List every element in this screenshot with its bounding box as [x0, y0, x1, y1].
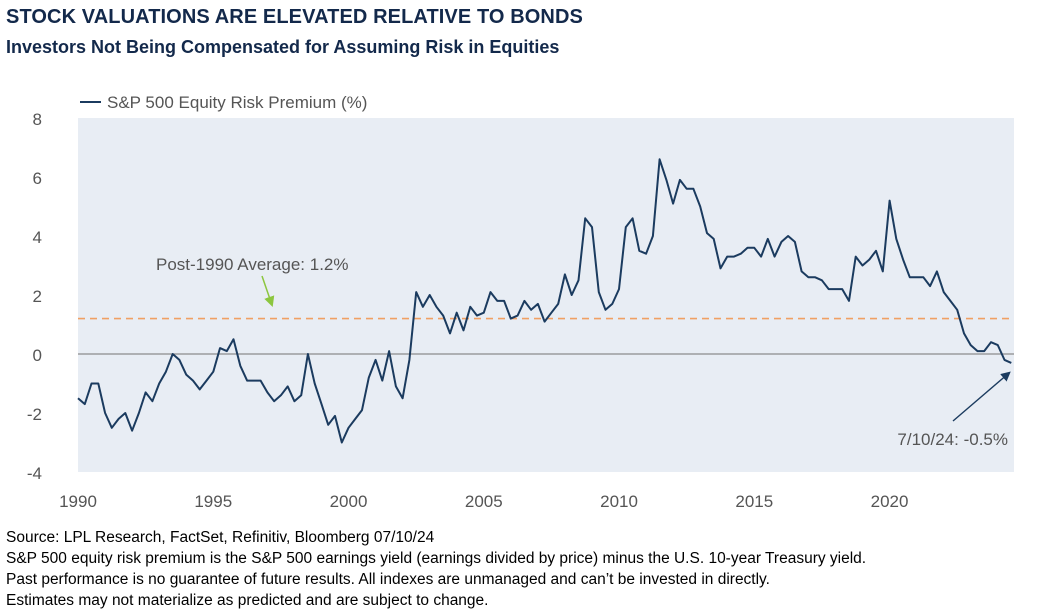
y-tick-label: 8: [33, 110, 42, 129]
legend-label: S&P 500 Equity Risk Premium (%): [107, 93, 367, 112]
chart-title: STOCK VALUATIONS ARE ELEVATED RELATIVE T…: [6, 6, 583, 28]
latest-value-arrow: [952, 371, 1011, 422]
estimates-note: Estimates may not materialize as predict…: [6, 592, 489, 609]
x-tick-label: 2005: [465, 492, 503, 511]
y-tick-label: 2: [33, 287, 42, 306]
risk-premium-chart: 8 6 4 2 0 -2 -4 1990 1995 2000 2005 2010 2015 2020 S&P…: [27, 93, 1014, 511]
chart-subtitle: Investors Not Being Compensated for Assu…: [6, 37, 560, 57]
x-tick-label: 1990: [59, 492, 97, 511]
x-tick-label: 2010: [600, 492, 638, 511]
definition-note: S&P 500 equity risk premium is the S&P 5…: [6, 550, 867, 567]
x-tick-label: 2000: [330, 492, 368, 511]
source-note: Source: LPL Research, FactSet, Refinitiv…: [6, 529, 435, 546]
disclaimer-note: Past performance is no guarantee of futu…: [6, 571, 770, 588]
y-tick-label: 4: [33, 228, 42, 247]
latest-value-annotation: 7/10/24: -0.5%: [897, 430, 1008, 449]
footnotes: Source: LPL Research, FactSet, Refinitiv…: [6, 527, 866, 611]
x-tick-label: 2020: [871, 492, 909, 511]
x-tick-label: 1995: [194, 492, 232, 511]
plot-area: [78, 118, 1014, 472]
y-tick-label: 0: [33, 346, 42, 365]
y-tick-label: -4: [27, 464, 42, 483]
y-tick-label: -2: [27, 405, 42, 424]
average-annotation: Post-1990 Average: 1.2%: [156, 255, 349, 274]
y-tick-label: 6: [33, 169, 42, 188]
x-tick-label: 2015: [735, 492, 773, 511]
risk-premium-line: [77, 158, 1012, 444]
average-arrow: [261, 275, 275, 307]
